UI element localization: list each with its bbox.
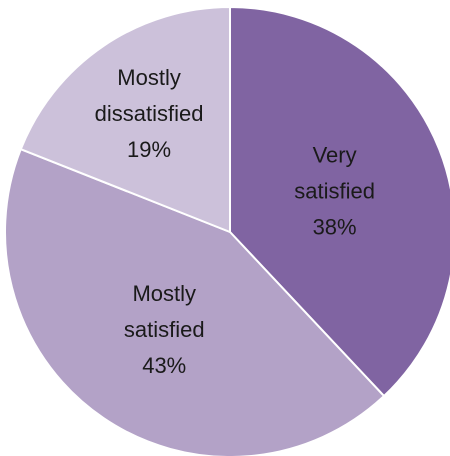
pie-label-line: dissatisfied: [95, 101, 204, 126]
pie-label-mostly-satisfied: Mostly satisfied 43%: [124, 281, 205, 378]
pie-label-line: Mostly: [117, 65, 181, 90]
pie-slice-mostly-satisfied: [4, 147, 386, 456]
pie-label-line: satisfied: [294, 179, 375, 204]
pie-label-line: Very: [313, 143, 357, 168]
pie-slice-very-satisfied: [229, 5, 450, 398]
pie-label-value: 43%: [142, 353, 186, 378]
pie-label-value: 38%: [313, 215, 357, 240]
pie-slices: [4, 5, 450, 456]
pie-label-value: 19%: [127, 137, 171, 162]
pie-label-very-satisfied: Very satisfied 38%: [294, 143, 375, 240]
pie-labels: Very satisfied 38%Mostly satisfied 43%Mostly…: [95, 65, 375, 378]
pie-label-mostly-dissatisfied: Mostly dissatisfied 19%: [95, 65, 204, 162]
pie-label-line: satisfied: [124, 317, 205, 342]
pie-label-line: Mostly: [132, 281, 196, 306]
pie-slice-mostly-dissatisfied: [19, 5, 231, 234]
